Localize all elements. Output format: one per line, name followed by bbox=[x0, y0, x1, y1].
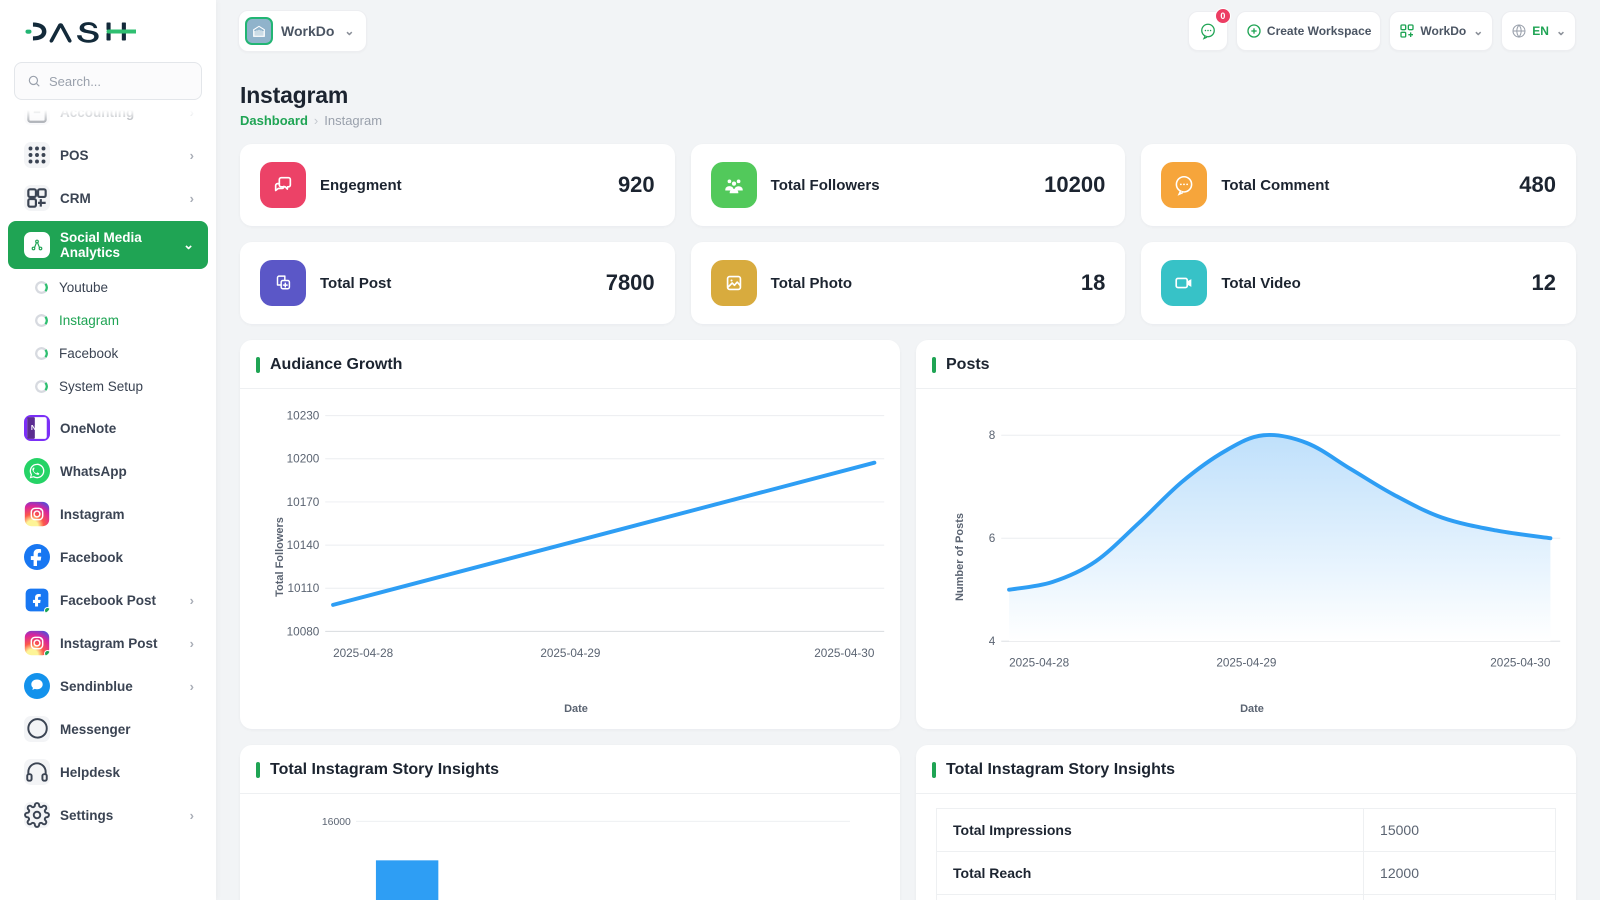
svg-text:2025-04-30: 2025-04-30 bbox=[1490, 657, 1551, 670]
svg-text:10080: 10080 bbox=[287, 625, 320, 638]
svg-text:4: 4 bbox=[989, 635, 996, 648]
svg-text:2025-04-29: 2025-04-29 bbox=[540, 647, 600, 660]
svg-text:10140: 10140 bbox=[287, 539, 320, 552]
svg-text:2025-04-30: 2025-04-30 bbox=[814, 647, 875, 660]
svg-text:10110: 10110 bbox=[288, 582, 320, 595]
svg-text:N: N bbox=[31, 423, 36, 432]
svg-text:10170: 10170 bbox=[287, 496, 320, 509]
svg-text:2025-04-28: 2025-04-28 bbox=[333, 647, 394, 660]
svg-text:10230: 10230 bbox=[287, 410, 320, 423]
svg-text:8: 8 bbox=[989, 429, 996, 442]
svg-text:16000: 16000 bbox=[322, 817, 351, 828]
svg-text:2025-04-28: 2025-04-28 bbox=[1009, 657, 1070, 670]
svg-text:2025-04-29: 2025-04-29 bbox=[1216, 657, 1276, 670]
svg-text:10200: 10200 bbox=[287, 453, 320, 466]
svg-text:6: 6 bbox=[989, 532, 996, 545]
